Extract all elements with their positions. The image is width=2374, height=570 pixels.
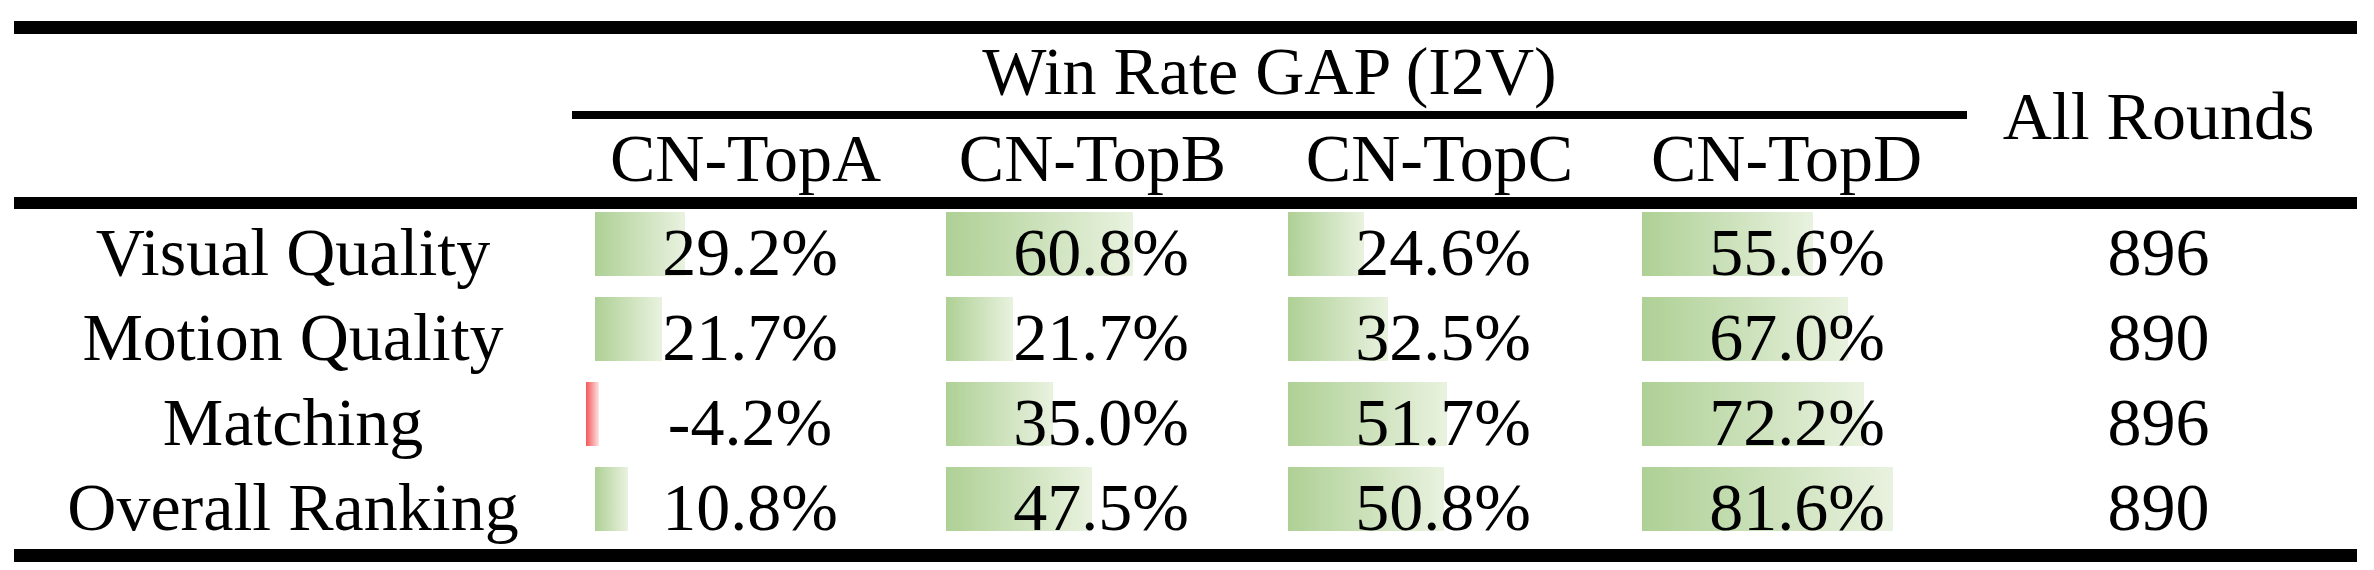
win-rate-cell: 10.8% [595, 464, 905, 549]
win-rate-cell: 55.6% [1642, 209, 1952, 294]
table-row: Matching -4.2% 35.0% 51.7% 72.2% 896 [0, 379, 2374, 464]
win-rate-value: 81.6% [1709, 473, 1885, 541]
win-rate-cell: 50.8% [1288, 464, 1598, 549]
win-rate-value: 24.6% [1355, 218, 1531, 286]
table-row: Visual Quality 29.2% 60.8% 24.6% 55.6% 896 [0, 209, 2374, 294]
win-rate-cell: 72.2% [1642, 379, 1952, 464]
table-bottom-rule [14, 549, 2357, 562]
win-rate-cell: 81.6% [1642, 464, 1952, 549]
win-rate-value: 50.8% [1355, 473, 1531, 541]
negative-data-bar [586, 382, 599, 446]
header-separator-rule [14, 197, 2357, 209]
win-rate-value: 51.7% [1355, 388, 1531, 456]
win-rate-value: 72.2% [1709, 388, 1885, 456]
group-header-underline [572, 111, 1967, 119]
column-header-cn-topb: CN-TopB [919, 119, 1266, 197]
column-header-cn-topa: CN-TopA [572, 119, 919, 197]
table-row: Overall Ranking 10.8% 47.5% 50.8% 81.6% 890 [0, 464, 2374, 549]
win-rate-value: 67.0% [1709, 303, 1885, 371]
win-rate-value: 21.7% [1013, 303, 1189, 371]
win-rate-cell: 21.7% [595, 294, 905, 379]
win-rate-cell: -4.2% [595, 379, 905, 464]
win-rate-value: 21.7% [662, 303, 838, 371]
positive-data-bar [595, 297, 662, 361]
win-rate-value: 10.8% [662, 473, 838, 541]
win-rate-cell: 67.0% [1642, 294, 1952, 379]
win-rate-value: 29.2% [662, 218, 838, 286]
results-table: Win Rate GAP (I2V) CN-TopA CN-TopB CN-To… [0, 0, 2374, 570]
win-rate-cell: 29.2% [595, 209, 905, 294]
win-rate-cell: 60.8% [946, 209, 1256, 294]
all-rounds-value: 890 [1960, 464, 2357, 549]
win-rate-value: 47.5% [1013, 473, 1189, 541]
win-rate-cell: 51.7% [1288, 379, 1598, 464]
positive-data-bar [946, 297, 1013, 361]
column-header-all-rounds: All Rounds [1960, 34, 2357, 197]
all-rounds-value: 896 [1960, 379, 2357, 464]
row-label: Matching [14, 379, 572, 464]
positive-data-bar [1288, 212, 1364, 276]
win-rate-value: -4.2% [668, 388, 832, 456]
win-rate-cell: 21.7% [946, 294, 1256, 379]
win-rate-value: 55.6% [1709, 218, 1885, 286]
win-rate-value: 60.8% [1013, 218, 1189, 286]
win-rate-value: 35.0% [1013, 388, 1189, 456]
win-rate-cell: 32.5% [1288, 294, 1598, 379]
all-rounds-value: 896 [1960, 209, 2357, 294]
win-rate-cell: 24.6% [1288, 209, 1598, 294]
all-rounds-value: 890 [1960, 294, 2357, 379]
group-header-win-rate-gap: Win Rate GAP (I2V) [572, 32, 1967, 109]
table-row: Motion Quality 21.7% 21.7% 32.5% 67.0% 890 [0, 294, 2374, 379]
win-rate-cell: 35.0% [946, 379, 1256, 464]
column-header-cn-topd: CN-TopD [1613, 119, 1960, 197]
win-rate-value: 32.5% [1355, 303, 1531, 371]
row-label: Visual Quality [14, 209, 572, 294]
table-rows: Visual Quality29.2%60.8%24.6%55.6%896Mot… [0, 209, 2374, 549]
row-label: Motion Quality [14, 294, 572, 379]
win-rate-cell: 47.5% [946, 464, 1256, 549]
column-header-cn-topc: CN-TopC [1266, 119, 1613, 197]
row-label: Overall Ranking [14, 464, 572, 549]
positive-data-bar [595, 467, 628, 531]
